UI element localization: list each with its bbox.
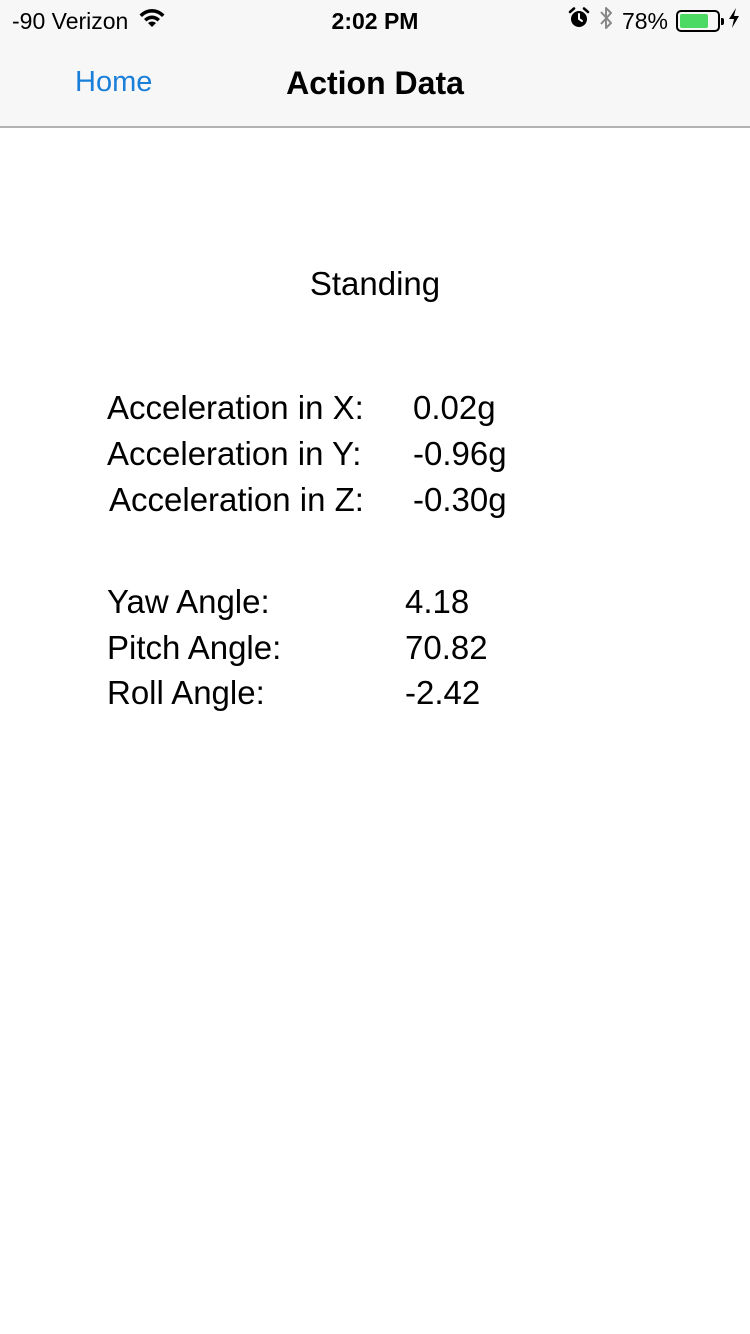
acceleration-x-label: Acceleration in X: [107,389,364,426]
pitch-angle-value: 70.82 [405,629,488,666]
home-back-button[interactable]: Home [75,66,153,98]
charging-bolt-icon [728,7,740,35]
acceleration-z-value: -0.30g [413,481,507,518]
alarm-icon [568,7,590,35]
activity-label: Standing [309,265,441,302]
status-time: 2:02 PM [331,8,419,34]
roll-angle-label: Roll Angle: [107,674,265,711]
acceleration-x-value: 0.02g [413,389,496,426]
battery-fill [680,14,709,28]
wifi-icon [138,7,166,35]
top-chrome: -90 Verizon 2:02 PM [0,0,750,128]
page-title: Action Data [286,65,464,101]
acceleration-z-label: Acceleration in Z: [109,481,364,518]
pitch-angle-label: Pitch Angle: [107,629,282,666]
acceleration-y-label: Acceleration in Y: [107,435,362,472]
nav-bar: Home Action Data [0,40,750,128]
yaw-angle-label: Yaw Angle: [107,583,270,620]
acceleration-y-value: -0.96g [413,435,507,472]
status-left: -90 Verizon [12,7,166,35]
status-bar: -90 Verizon 2:02 PM [0,0,750,40]
battery-icon [676,10,724,32]
carrier-label: -90 Verizon [12,8,129,34]
status-right: 78% [568,7,740,35]
roll-angle-value: -2.42 [405,674,481,711]
battery-percent: 78% [621,7,668,34]
yaw-angle-value: 4.18 [405,583,470,620]
battery-nub [721,18,724,25]
bluetooth-icon [598,5,614,37]
